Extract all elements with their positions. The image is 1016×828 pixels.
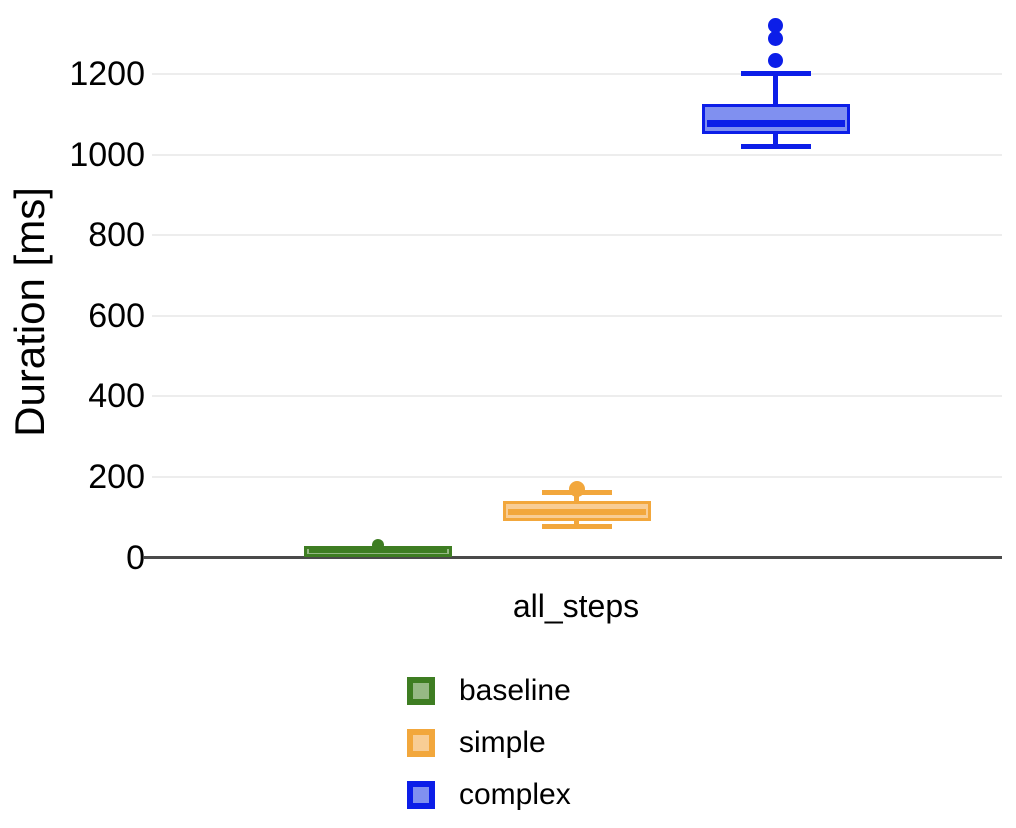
y-tick-label-600: 600 <box>88 296 145 335</box>
gridline-200 <box>152 475 1002 478</box>
y-tick-label-200: 200 <box>88 457 145 496</box>
legend-swatch-baseline <box>407 677 435 705</box>
whisker-cap-min-simple <box>541 524 612 530</box>
legend-item-simple: simple <box>407 728 571 758</box>
outlier-baseline-0 <box>371 538 384 551</box>
legend-swatch-complex <box>407 781 435 809</box>
outlier-simple-0 <box>568 480 585 497</box>
median-baseline <box>308 549 447 554</box>
median-simple <box>507 508 646 515</box>
whisker-cap-min-complex <box>740 144 811 150</box>
gridline-400 <box>152 395 1002 398</box>
legend-item-complex: complex <box>407 780 571 810</box>
gridline-800 <box>152 234 1002 237</box>
legend-label-simple: simple <box>459 726 546 759</box>
legend-label-baseline: baseline <box>459 674 571 707</box>
x-axis-line <box>143 556 1002 560</box>
y-tick-label-1200: 1200 <box>69 54 145 93</box>
legend-item-baseline: baseline <box>407 676 571 706</box>
box-complex <box>701 103 850 134</box>
legend-swatch-simple <box>407 729 435 757</box>
legend: baseline simple complex <box>407 676 571 810</box>
x-axis-category-label: all_steps <box>512 588 640 624</box>
legend-label-complex: complex <box>459 778 571 811</box>
outlier-complex-0 <box>768 53 783 69</box>
y-tick-label-800: 800 <box>88 216 145 255</box>
median-complex <box>706 119 845 127</box>
outlier-complex-1 <box>768 31 783 47</box>
y-tick-label-0: 0 <box>126 538 145 577</box>
y-tick-label-400: 400 <box>88 377 145 416</box>
gridline-600 <box>152 314 1002 317</box>
gridline-1200 <box>152 72 1002 75</box>
whisker-cap-max-complex <box>740 70 811 76</box>
outlier-complex-2 <box>768 18 783 34</box>
gridline-1000 <box>152 153 1002 156</box>
y-tick-label-1000: 1000 <box>69 135 145 174</box>
